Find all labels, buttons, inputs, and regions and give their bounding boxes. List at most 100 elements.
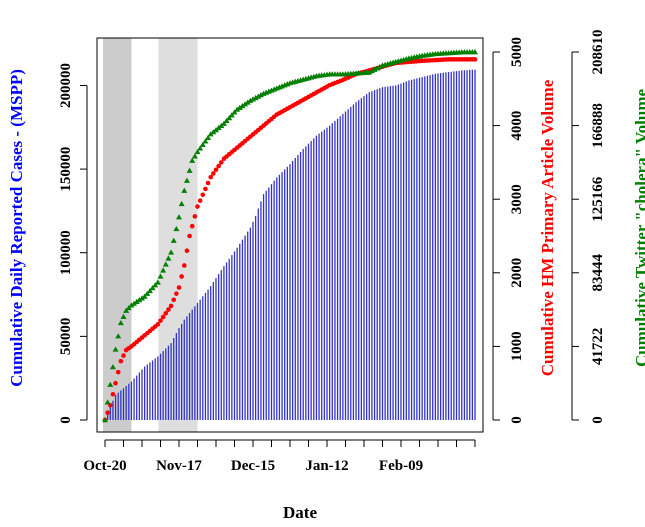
article-volume-point xyxy=(121,353,126,358)
twitter-volume-point xyxy=(157,273,164,279)
twitter-volume-point xyxy=(131,300,138,306)
twitter-volume-point xyxy=(186,167,193,173)
twitter-volume-point xyxy=(176,214,182,220)
article-volume-point xyxy=(160,314,166,320)
twitter-volume-point xyxy=(133,298,140,305)
twitter-volume-point xyxy=(194,148,201,155)
article-volume-point xyxy=(472,57,478,62)
twitter-volume-point xyxy=(181,187,188,193)
twitter-volume-point xyxy=(115,333,122,339)
twitter-volume-point xyxy=(255,93,262,99)
twitter-volume-point xyxy=(472,49,478,55)
right-outer-axis-tick-label: 41722 xyxy=(590,328,606,366)
article-volume-point xyxy=(163,310,169,316)
article-volume-point xyxy=(155,322,161,327)
left-axis-title: Cumulative Daily Reported Cases - (MSPP) xyxy=(7,69,26,387)
twitter-volume-series xyxy=(102,49,478,423)
right-inner-axis-tick-label: 0 xyxy=(509,416,525,424)
twitter-volume-point xyxy=(183,177,190,183)
twitter-volume-point xyxy=(104,399,111,405)
x-axis-tick-label: Dec-15 xyxy=(231,458,275,474)
twitter-volume-point xyxy=(366,69,373,75)
article-volume-point xyxy=(189,223,195,229)
article-volume-point xyxy=(115,369,121,375)
twitter-volume-point xyxy=(136,297,143,303)
article-volume-point xyxy=(211,171,216,176)
x-axis-title: Date xyxy=(283,503,317,522)
twitter-volume-point xyxy=(173,225,180,232)
article-volume-point xyxy=(110,391,116,397)
article-volume-point xyxy=(203,186,208,192)
article-volume-point xyxy=(171,297,177,303)
twitter-volume-point xyxy=(168,249,175,255)
twitter-volume-point xyxy=(374,65,381,71)
right-outer-axis-title: Cumulative Twitter "cholera" Volume xyxy=(632,88,645,367)
twitter-volume-point xyxy=(102,417,108,423)
right-inner-axis-tick-label: 3000 xyxy=(509,184,525,214)
twitter-volume-point xyxy=(144,290,151,296)
twitter-volume-point xyxy=(242,101,249,107)
twitter-volume-point xyxy=(162,261,169,267)
twitter-volume-point xyxy=(165,255,172,261)
article-volume-point xyxy=(216,163,221,169)
twitter-volume-point xyxy=(112,346,119,352)
article-volume-point xyxy=(174,291,179,296)
article-volume-point xyxy=(179,274,184,279)
cases-bars xyxy=(104,69,476,420)
twitter-volume-point xyxy=(223,117,230,124)
right-outer-axis-tick-label: 166888 xyxy=(590,103,606,148)
twitter-volume-point xyxy=(244,99,251,105)
article-volume-point xyxy=(192,214,198,219)
right-outer-axis-tick-label: 125166 xyxy=(590,176,606,222)
right-inner-axis-title: Cumulative HM Primary Article Volume xyxy=(538,79,557,376)
twitter-volume-point xyxy=(371,66,378,72)
plot-frame xyxy=(96,37,484,433)
twitter-volume-point xyxy=(368,68,375,74)
twitter-volume-point xyxy=(107,381,114,387)
twitter-volume-point xyxy=(252,94,259,101)
article-volume-point xyxy=(176,285,182,290)
article-volume-point xyxy=(184,248,190,254)
twitter-volume-point xyxy=(160,267,167,273)
x-axis-tick-label: Oct-20 xyxy=(83,458,126,474)
article-volume-point xyxy=(181,263,187,268)
twitter-volume-point xyxy=(149,285,156,291)
twitter-volume-point xyxy=(141,293,148,299)
shaded-period xyxy=(103,38,132,432)
right-inner-axis-tick-label: 4000 xyxy=(509,111,525,141)
twitter-volume-point xyxy=(376,63,383,70)
twitter-volume-point xyxy=(109,364,116,370)
article-volume-point xyxy=(105,410,110,415)
left-axis-tick-label: 150000 xyxy=(58,147,74,192)
twitter-volume-point xyxy=(236,104,243,110)
twitter-volume-point xyxy=(139,295,145,301)
article-volume-point xyxy=(113,380,118,386)
x-axis-tick-label: Feb-09 xyxy=(379,458,423,474)
twitter-volume-point xyxy=(191,153,198,159)
x-axis-tick-label: Nov-17 xyxy=(156,458,202,474)
twitter-volume-point xyxy=(120,313,127,320)
twitter-volume-point xyxy=(231,109,238,115)
right-inner-axis-tick-label: 5000 xyxy=(509,37,525,67)
twitter-volume-point xyxy=(152,282,159,288)
right-inner-axis-tick-label: 2000 xyxy=(509,258,525,288)
article-volume-point xyxy=(205,180,211,186)
twitter-volume-point xyxy=(128,302,135,308)
twitter-volume-point xyxy=(154,279,161,285)
twitter-volume-point xyxy=(226,114,233,121)
article-volume-point xyxy=(200,192,206,198)
twitter-volume-point xyxy=(117,319,124,326)
article-volume-point xyxy=(187,233,192,239)
twitter-volume-point xyxy=(202,138,209,144)
twitter-volume-point xyxy=(228,112,235,118)
right-outer-axis-tick-label: 0 xyxy=(590,416,606,424)
article-volume-point xyxy=(118,358,124,364)
right-outer-axis-tick-label: 83444 xyxy=(590,254,606,292)
left-axis-tick-label: 0 xyxy=(58,416,74,424)
right-inner-axis-tick-label: 1000 xyxy=(509,331,525,361)
twitter-volume-point xyxy=(247,97,254,103)
twitter-volume-point xyxy=(234,106,241,112)
article-volume-point xyxy=(197,198,203,203)
article-volume-point xyxy=(213,167,219,173)
